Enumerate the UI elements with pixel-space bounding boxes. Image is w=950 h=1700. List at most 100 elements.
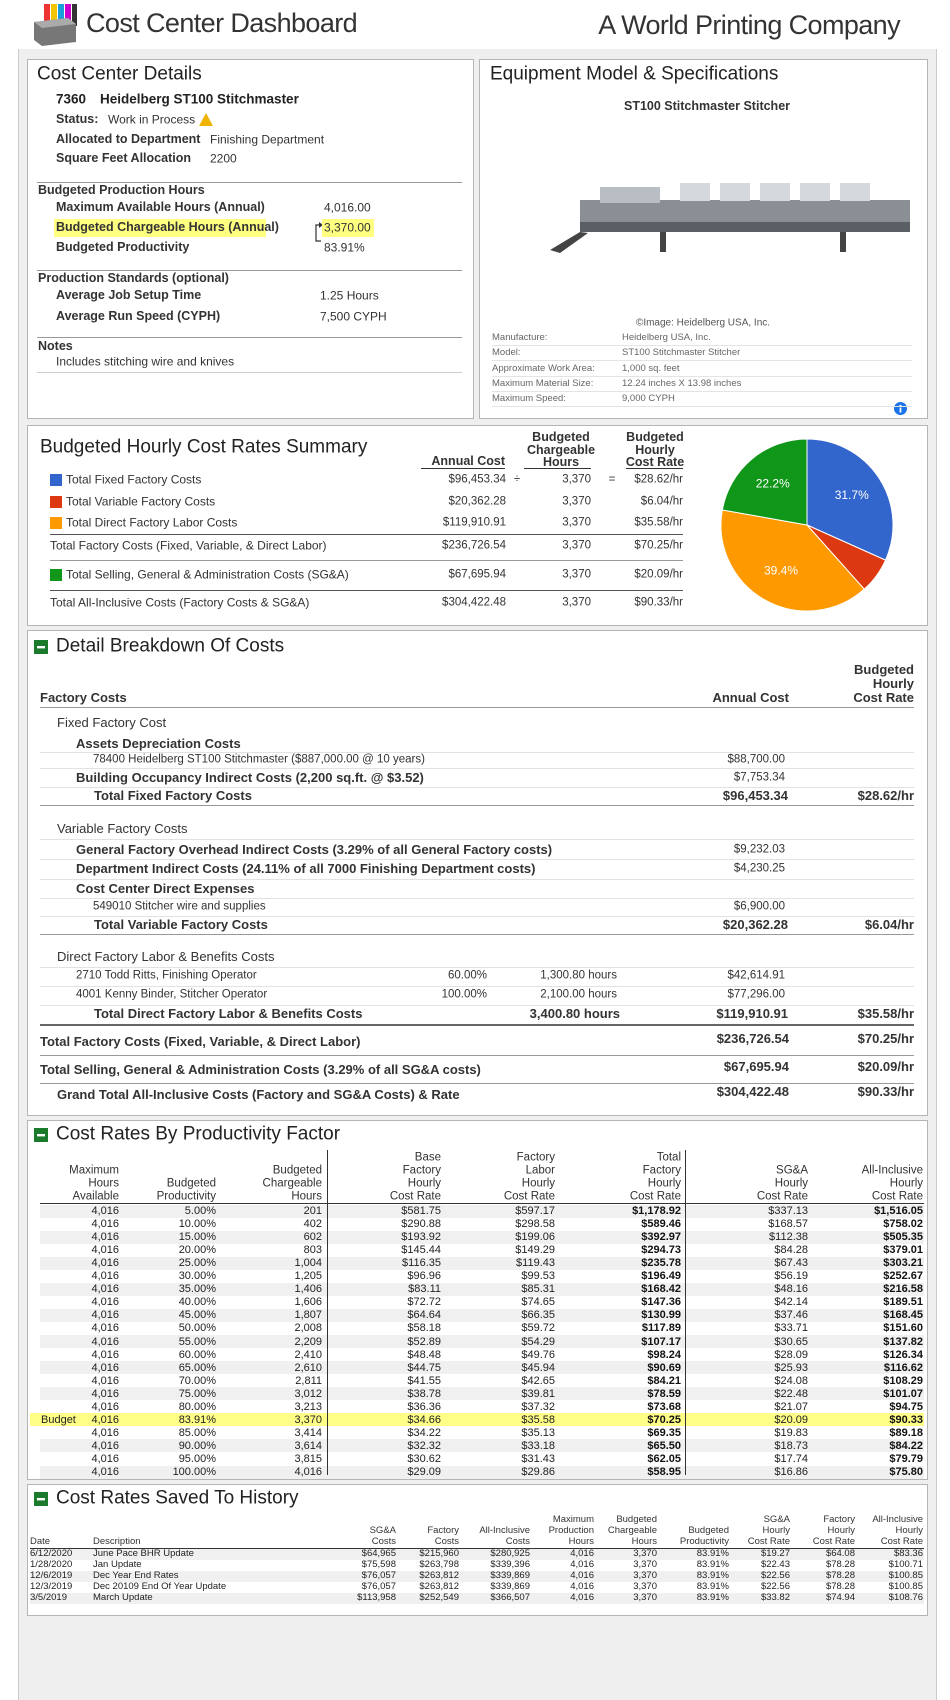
cell: 75.00% [178,1387,216,1400]
rule [40,879,914,880]
rule [40,787,914,788]
rule [37,270,462,271]
item-cost: $77,296.00 [727,988,785,1001]
cell: $24.08 [774,1374,808,1387]
rule [492,345,912,346]
cell: 4,016 [570,1580,594,1592]
cell: 2,209 [294,1335,322,1348]
annual-cost: $119,910.91 [442,516,506,529]
rule [37,337,462,338]
cell: 602 [303,1231,322,1244]
pie-slice [720,509,865,612]
info-icon[interactable] [894,402,907,415]
column-header: Cost Rate [853,689,914,705]
total-cost: $119,910.91 [716,1005,788,1021]
cell: $19.83 [774,1426,808,1439]
column-header: Productivity [679,1535,729,1547]
cell: $37.32 [521,1400,555,1413]
cell: 70.00% [178,1374,216,1387]
cell: $101.07 [883,1387,923,1400]
collapse-dash[interactable] [37,1498,45,1501]
cell: $366,507 [490,1591,530,1603]
cell: 4,016 [91,1257,119,1270]
cell: $22.56 [760,1580,790,1592]
column-header: Costs [505,1535,530,1547]
cell: 85.00% [178,1426,216,1439]
cell: 4,016 [91,1348,119,1361]
cell: 12/3/2019 [30,1580,73,1592]
rule [40,1083,914,1084]
row-label: Total Direct Factory Labor Costs [66,515,238,530]
collapse-icon[interactable] [34,1492,48,1506]
chargeable-hours: 3,370 [562,596,591,609]
breakdown-panel [27,630,928,1116]
machine-leg [840,232,846,252]
logo-bar [72,4,77,26]
column-header: Cost Rate [747,1535,790,1547]
cell: $62.05 [647,1452,681,1465]
cell: 402 [303,1218,322,1230]
column-header: Chargeable [607,1524,657,1536]
cell: 3,614 [294,1439,322,1452]
cell: 4,016 [91,1296,119,1309]
grand-total-rate: $90.33/hr [857,1083,914,1099]
grand-total-label: Grand Total All-Inclusive Costs (Factory… [57,1086,460,1102]
notes: Includes stitching wire and knives [56,354,235,369]
cell: 83.91% [696,1569,729,1581]
annual-cost: $96,453.34 [448,473,506,486]
column-header: Hourly [872,675,914,691]
cell: Dec 20109 End Of Year Update [93,1580,227,1592]
cell: $52.89 [407,1335,441,1348]
cell: $112.38 [769,1231,808,1244]
spec-label: Model: [492,347,521,359]
cell: $168.57 [768,1218,808,1230]
cell: $65.50 [647,1439,681,1452]
annual-cost: $20,362.28 [448,495,506,508]
hours-value: 4,016.00 [324,200,371,215]
column-header: Labor [525,1164,555,1177]
collapse-dash[interactable] [37,646,45,649]
cell: $137.82 [883,1335,923,1348]
cell: $25.93 [774,1361,808,1374]
spec-value: Heidelberg USA, Inc. [622,331,711,343]
column-header: Cost Rate [756,1190,808,1203]
cell: $66.35 [521,1309,555,1322]
cell: 95.00% [178,1452,216,1465]
column-header: Hourly [647,1177,681,1190]
info-dot[interactable] [899,404,902,407]
spec-label: Maximum Material Size: [492,377,594,389]
group-total: Total Variable Factory Costs [94,916,268,932]
rule [492,406,912,408]
cell: $84.21 [647,1374,681,1387]
status-value: Work in Process [108,112,196,127]
annual-cost: $236,726.54 [442,539,506,552]
cell: 4,016 [91,1218,119,1230]
cell: $49.76 [521,1348,555,1361]
logo [34,4,77,46]
cell: $83.11 [408,1283,441,1296]
panel-title: Equipment Model & Specifications [490,63,779,85]
hourly-rate: $6.04/hr [640,495,683,508]
cell: $17.74 [774,1452,808,1465]
column-header: Available [72,1190,119,1203]
collapse-dash[interactable] [37,1134,45,1137]
collapse-icon[interactable] [34,640,48,654]
row-stripe [40,1387,924,1401]
cell: Dec Year End Rates [93,1569,179,1581]
cell: $216.58 [883,1283,923,1296]
cell: 6/12/2020 [30,1547,73,1559]
panel-title: Detail Breakdown Of Costs [56,635,285,657]
cell: 3,370 [633,1558,657,1570]
page-title: Cost Center Dashboard [86,8,358,39]
column-header: Hours [631,1535,657,1547]
collapse-icon[interactable] [34,1128,48,1142]
info-stem[interactable] [899,407,902,413]
logo-bar [65,4,71,26]
cell: 25.00% [178,1257,216,1270]
cell: $99.53 [521,1270,555,1283]
spec-value: 12.24 inches X 13.98 inches [622,377,742,389]
group-total: Total Direct Factory Labor & Benefits Co… [94,1005,363,1021]
cell: 2,008 [294,1322,322,1335]
cell: $76,057 [361,1580,396,1592]
